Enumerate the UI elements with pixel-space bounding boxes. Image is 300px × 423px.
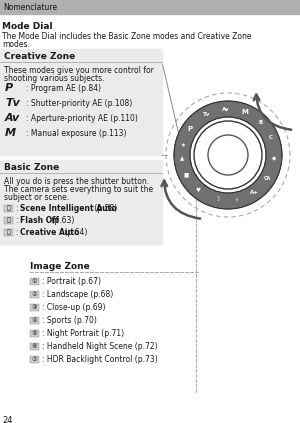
Text: ③: ③ (32, 305, 37, 310)
Text: CA: CA (264, 176, 272, 181)
Bar (30, 303, 39, 310)
Text: shooting various subjects.: shooting various subjects. (4, 74, 104, 82)
Text: ⓶: ⓶ (7, 229, 10, 235)
Text: ⑦: ⑦ (32, 357, 37, 362)
Bar (0, 0, 300, 14)
Text: ♥: ♥ (196, 188, 201, 193)
Bar (4, 204, 13, 212)
Text: : Portrait (p.67): : Portrait (p.67) (42, 277, 101, 286)
Text: ■: ■ (184, 172, 189, 177)
Bar (0, 49, 162, 155)
Text: :: : (16, 215, 21, 225)
Text: : Close-up (p.69): : Close-up (p.69) (42, 302, 106, 311)
Bar (0, 160, 162, 244)
Bar (30, 316, 39, 324)
Text: These modes give you more control for: These modes give you more control for (4, 66, 154, 74)
Text: : HDR Backlight Control (p.73): : HDR Backlight Control (p.73) (42, 354, 158, 363)
Text: ①: ① (32, 278, 37, 283)
Text: Tv: Tv (5, 98, 20, 108)
Text: subject or scene.: subject or scene. (4, 192, 69, 201)
Text: ④: ④ (32, 318, 37, 322)
Text: : Program AE (p.84): : Program AE (p.84) (26, 83, 101, 93)
Circle shape (208, 135, 248, 175)
Text: : Handheld Night Scene (p.72): : Handheld Night Scene (p.72) (42, 341, 158, 351)
Text: : Shutter-priority AE (p.108): : Shutter-priority AE (p.108) (26, 99, 132, 107)
Text: Image Zone: Image Zone (30, 261, 90, 270)
Text: : Night Portrait (p.71): : Night Portrait (p.71) (42, 329, 124, 338)
Text: Av: Av (5, 113, 20, 123)
Text: :: : (16, 203, 21, 212)
Text: P: P (188, 126, 193, 132)
Text: Ⓔ: Ⓔ (7, 205, 10, 211)
Bar (4, 228, 13, 236)
Text: Av: Av (222, 107, 230, 112)
Bar (30, 355, 39, 363)
Text: All you do is press the shutter button.: All you do is press the shutter button. (4, 176, 149, 186)
Wedge shape (174, 101, 282, 209)
Text: ⑥: ⑥ (32, 343, 37, 349)
Bar (4, 217, 13, 223)
Text: Nomenclature: Nomenclature (3, 3, 57, 11)
Text: : Sports (p.70): : Sports (p.70) (42, 316, 97, 324)
Text: Creative Auto: Creative Auto (20, 228, 80, 236)
Text: ◆: ◆ (272, 157, 276, 162)
Text: M: M (242, 110, 249, 115)
Text: : Aperture-priority AE (p.110): : Aperture-priority AE (p.110) (26, 113, 138, 123)
Text: (p.63): (p.63) (49, 215, 75, 225)
Text: Mode Dial: Mode Dial (2, 22, 52, 30)
Text: B: B (258, 120, 263, 125)
Text: (p.64): (p.64) (62, 228, 88, 236)
Text: C: C (269, 135, 273, 140)
Text: Creative Zone: Creative Zone (4, 52, 75, 60)
Text: ⑤: ⑤ (32, 330, 37, 335)
Text: ▲: ▲ (180, 157, 184, 162)
Text: —: — (160, 152, 167, 158)
Text: ★: ★ (181, 143, 185, 148)
Bar (30, 330, 39, 337)
Bar (30, 291, 39, 297)
Text: The Mode Dial includes the Basic Zone modes and Creative Zone: The Mode Dial includes the Basic Zone mo… (2, 31, 251, 41)
Text: M: M (5, 128, 16, 138)
Text: 24: 24 (2, 415, 13, 423)
Text: Flash Off: Flash Off (20, 215, 59, 225)
Text: A+: A+ (250, 190, 259, 195)
Text: ⚡: ⚡ (234, 198, 238, 203)
Text: ☽: ☽ (214, 197, 218, 202)
Text: Scene Intelligent Auto: Scene Intelligent Auto (20, 203, 117, 212)
Text: Tv: Tv (203, 112, 210, 117)
Text: : Landscape (p.68): : Landscape (p.68) (42, 289, 113, 299)
Text: Basic Zone: Basic Zone (4, 162, 59, 171)
Text: (p.58): (p.58) (92, 203, 117, 212)
Text: :: : (16, 228, 21, 236)
Text: The camera sets everything to suit the: The camera sets everything to suit the (4, 184, 153, 193)
Text: ②: ② (32, 291, 37, 297)
Bar (30, 277, 39, 285)
Text: : Manual exposure (p.113): : Manual exposure (p.113) (26, 129, 127, 137)
Text: P: P (5, 83, 13, 93)
Text: ⓵: ⓵ (7, 217, 10, 223)
Bar (30, 343, 39, 349)
Text: modes.: modes. (2, 39, 30, 49)
